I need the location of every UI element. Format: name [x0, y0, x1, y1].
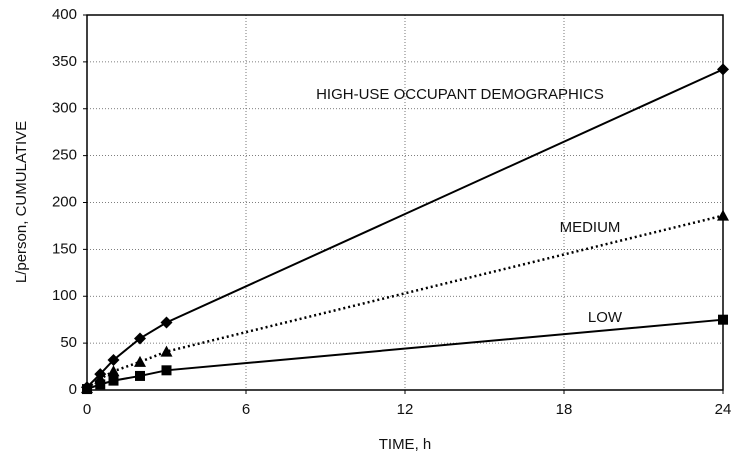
y-tick-label: 50 — [60, 334, 77, 351]
series-label: LOW — [588, 309, 623, 326]
y-tick-label: 0 — [69, 381, 77, 398]
y-tick-label: 400 — [52, 6, 77, 23]
plot-frame — [86, 14, 724, 391]
y-tick-label: 350 — [52, 53, 77, 70]
x-tick-label: 12 — [397, 401, 414, 418]
x-tick-label: 24 — [715, 401, 732, 418]
marker — [107, 365, 120, 377]
series-line — [86, 214, 724, 390]
marker — [161, 365, 172, 376]
marker — [108, 375, 119, 386]
marker — [134, 332, 146, 345]
marker — [134, 355, 146, 367]
marker — [107, 354, 120, 366]
marker — [160, 345, 173, 357]
y-tick-label: 100 — [52, 287, 77, 304]
x-tick-label: 18 — [556, 401, 573, 418]
y-tick-label: 150 — [52, 240, 77, 257]
y-tick-label: 250 — [52, 147, 77, 164]
y-axis-title: L/person, CUMULATIVE — [13, 121, 30, 283]
marker — [717, 63, 729, 76]
marker — [718, 314, 728, 325]
x-axis-title: TIME, h — [379, 436, 432, 453]
series-label: MEDIUM — [560, 219, 621, 236]
marker — [160, 316, 173, 329]
marker — [95, 379, 106, 390]
marker — [135, 370, 145, 381]
series-label: HIGH-USE OCCUPANT DEMOGRAPHICS — [316, 86, 604, 103]
y-tick-label: 200 — [52, 193, 77, 210]
y-tick-label: 300 — [52, 100, 77, 117]
marker — [717, 209, 729, 221]
x-tick-label: 0 — [83, 401, 91, 418]
marker — [82, 384, 92, 395]
x-tick-label: 6 — [242, 401, 250, 418]
